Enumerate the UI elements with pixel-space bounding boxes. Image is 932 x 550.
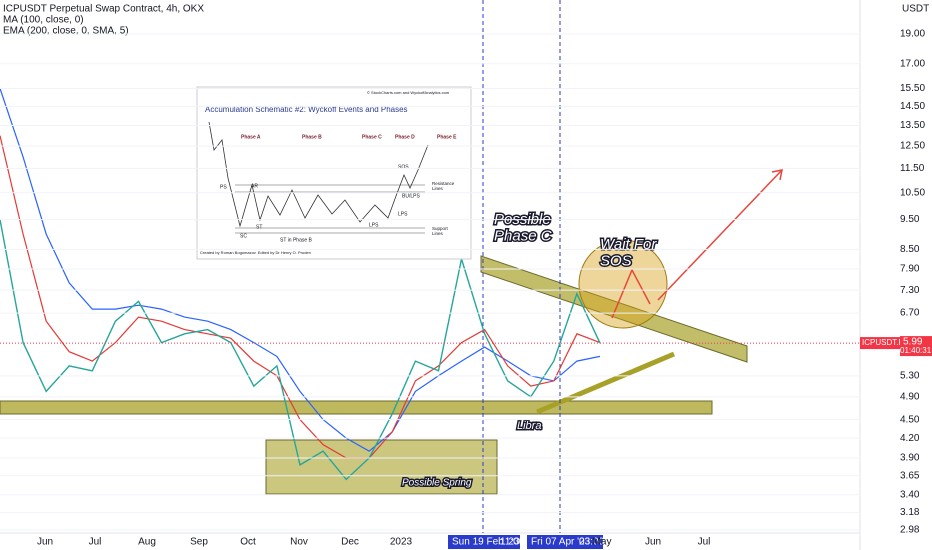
inset: © StockCharts.com and WyckoffAnalytics.c…: [196, 86, 472, 260]
inset-credit: © StockCharts.com and WyckoffAnalytics.c…: [367, 90, 450, 95]
time-highlight: [527, 535, 603, 549]
symbol-tag-label: ICPUSDT.P: [862, 338, 904, 347]
phase-label: Phase B: [302, 134, 322, 140]
closes-line: [0, 219, 601, 481]
time-tick-label: Jun: [37, 537, 53, 548]
ema-line: [0, 88, 601, 452]
price-tick-label: 3.65: [900, 470, 920, 481]
time-highlight: [448, 535, 520, 549]
event-label: LPS: [369, 222, 379, 228]
time-tick-label: Nov: [290, 537, 308, 548]
price-tick-label: 3.18: [900, 507, 920, 518]
support-zone: [0, 400, 713, 415]
price-tick-label: 3.40: [900, 489, 920, 500]
phase-label: Phase C: [362, 134, 382, 140]
annotation-phase-c: Possible Phase C: [494, 211, 552, 245]
time-tick-label: Oct: [240, 537, 256, 548]
inset-footer: Created by Roman Bogomazov. Edited by Dr…: [200, 250, 311, 255]
phase-label: Phase D: [395, 134, 415, 140]
time-tick-label: 03:00: [579, 537, 604, 548]
price-tag-label: 5.99: [903, 337, 923, 348]
price-tick-label: 19.00: [900, 29, 925, 40]
event-label: SOS: [398, 164, 409, 170]
phase-label: Phase E: [437, 134, 457, 140]
price-tick-label: 4.90: [900, 391, 920, 402]
time-tick-label: 2023: [390, 537, 413, 548]
event-label: ST in Phase B: [280, 237, 313, 243]
event-label: ST: [256, 224, 262, 230]
price-tick-label: 3.90: [900, 453, 920, 464]
event-label: BU/LPS: [402, 193, 420, 199]
event-label: SC: [240, 233, 247, 239]
spring-zone: [265, 439, 498, 495]
price-tag: [900, 336, 932, 357]
price-tick-label: 10.50: [900, 187, 925, 198]
schematic-path: [208, 121, 429, 228]
time-tick-label: Dec: [341, 537, 359, 548]
time-tick-label: Sun 19 Feb '23: [452, 537, 520, 548]
indicator-ema: EMA (200, close, 0, SMA, 5): [3, 26, 129, 37]
price-tick-label: 4.20: [900, 433, 920, 444]
sos-circle: [578, 239, 668, 329]
inset-frame: [196, 86, 472, 260]
price-tick-label: 7.30: [900, 285, 920, 296]
time-tick-label: Jun: [645, 537, 661, 548]
price-tick-label: 13.50: [900, 120, 925, 131]
symbol-tag: [860, 337, 900, 350]
price-tick-label: 8.50: [900, 244, 920, 255]
resistance-channel: [480, 255, 748, 363]
projection-arrow: [611, 268, 651, 319]
currency: USDT: [902, 4, 929, 15]
time-tick-label: Jul: [89, 537, 102, 548]
price-tick-label: 4.50: [900, 414, 920, 425]
time-tick-label: Jul: [698, 537, 711, 548]
annotation-spring: Possible Spring: [402, 478, 472, 489]
countdown: 01:40:31: [900, 346, 932, 355]
event-label: AR: [251, 183, 258, 189]
annotation-libra: Libra: [517, 420, 541, 432]
event-label: PS: [220, 184, 227, 190]
time-tick-label: 11:00: [500, 537, 525, 548]
price-tick-label: 6.70: [900, 308, 920, 319]
symbol-title: ICPUSDT Perpetual Swap Contract, 4h, OKX: [3, 4, 204, 15]
price-tick-label: 15.50: [900, 83, 925, 94]
event-label: LPS: [398, 211, 408, 217]
time-tick-label: Aug: [138, 537, 156, 548]
time-tick-label: Sep: [190, 537, 208, 548]
price-tick-label: 17.00: [900, 58, 925, 69]
arrow-head: [771, 169, 783, 181]
time-tick-label: May: [593, 537, 612, 548]
price-tick-label: 2.98: [900, 525, 920, 536]
price-tick-label: 5.30: [900, 370, 920, 381]
price-tick-label: 12.50: [900, 141, 925, 152]
time-tick-label: Fri 07 Apr '23: [531, 537, 591, 548]
line-label: Resistance Lines: [432, 181, 455, 191]
price-tick-label: 14.50: [900, 101, 925, 112]
line-label: Support Lines: [432, 226, 449, 236]
price-tick-label: 11.50: [900, 163, 925, 174]
indicator-ma: MA (100, close, 0): [3, 15, 84, 26]
price-tick-label: 9.50: [900, 214, 920, 225]
price-tick-label: 7.90: [900, 264, 920, 275]
projection-arrow: [657, 169, 783, 301]
inset-title: Accumulation Schematic #2: Wyckoff Event…: [205, 105, 408, 114]
phase-label: Phase A: [241, 134, 261, 140]
